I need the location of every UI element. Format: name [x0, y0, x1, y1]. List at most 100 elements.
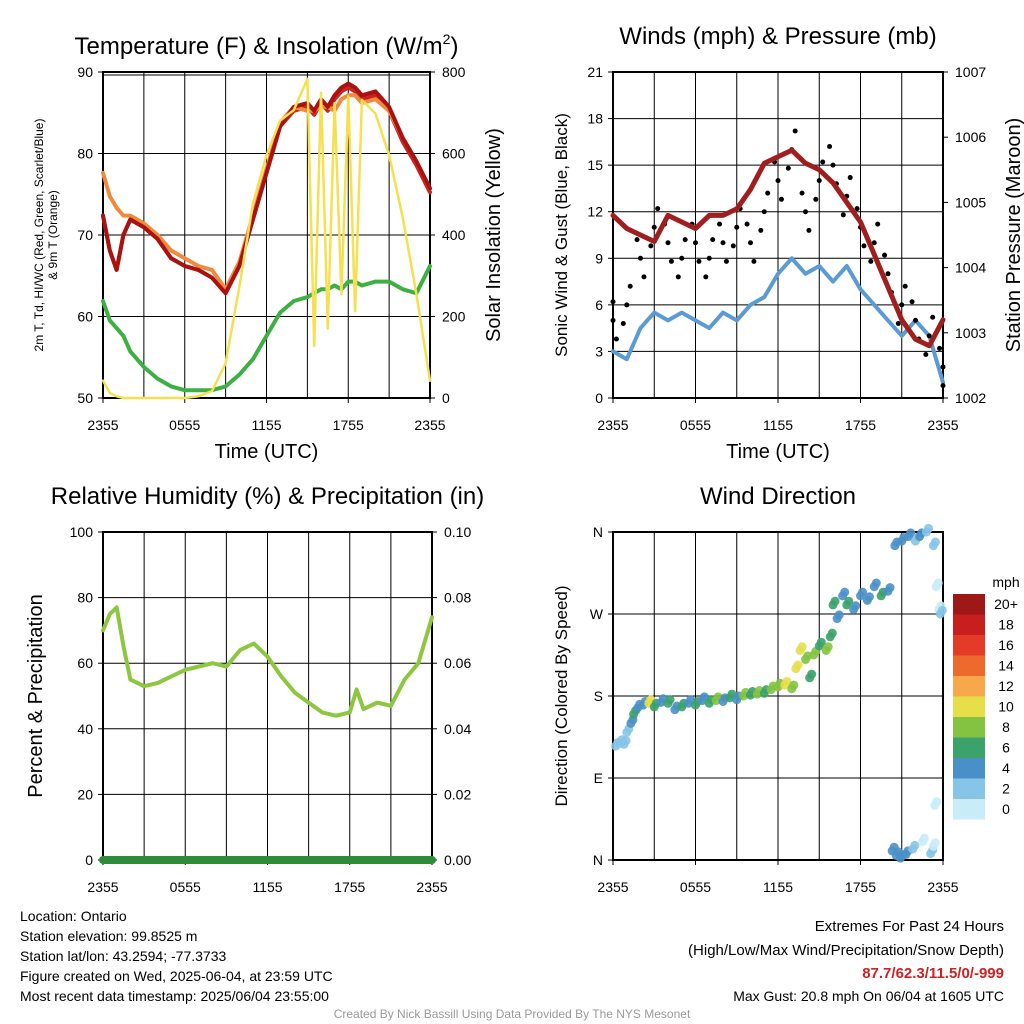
wind-gust-point	[847, 175, 853, 181]
rh-ylabel: Percent & Precipitation	[25, 594, 47, 797]
dir-frame	[612, 531, 944, 861]
wind-gust-point	[871, 240, 877, 246]
wind-gust-point	[803, 209, 808, 215]
rh-y2tick-label: 0.00	[444, 852, 471, 868]
rh-xtick-label: 0555	[170, 879, 201, 895]
rh-xtick-label: 2355	[87, 879, 118, 895]
temp-ylabel: 2m T, Td, HI/WC (Red, Green, Scarlet/Blu…	[32, 119, 46, 352]
rh-ytick-label: 100	[70, 524, 94, 540]
legend-swatch	[953, 614, 985, 635]
direction-point	[864, 592, 874, 602]
rh-series-rh	[101, 605, 434, 718]
dir-ytick-label: S	[594, 688, 603, 704]
wind-gust-point	[610, 299, 616, 305]
wind-ytick-label: 6	[595, 297, 603, 313]
legend-label: 18	[998, 617, 1014, 633]
footer-elevation: Station elevation: 99.8525 m	[20, 928, 198, 944]
rh-xtick-label: 2355	[416, 879, 447, 895]
wind-gust-point	[913, 317, 918, 323]
direction-point	[797, 642, 807, 652]
wind-gust-point	[882, 252, 888, 258]
temp-y2tick-label: 200	[442, 309, 466, 325]
wind-gust-point	[909, 299, 915, 305]
rh-title: Relative Humidity (%) & Precipitation (i…	[51, 483, 484, 510]
dir-xtick-label: 1155	[763, 879, 793, 895]
legend-swatch	[953, 778, 985, 799]
legend-label: 2	[1002, 781, 1010, 797]
dir-xtick-label: 1755	[845, 879, 876, 895]
wind-gust-point	[744, 221, 750, 227]
temp-y2tick-label: 800	[442, 64, 466, 80]
wind-ylabel: Sonic Wind & Gust (Blue, Black)	[552, 113, 571, 357]
direction-point	[871, 578, 881, 588]
rh-ytick-label: 80	[77, 590, 93, 606]
direction-point	[830, 596, 840, 606]
rh-xtick-label: 1155	[252, 879, 282, 895]
temp-series-solar	[101, 77, 432, 400]
temp-xtick-label: 0555	[169, 417, 200, 433]
legend-swatch	[953, 737, 985, 758]
wind-xtick-label: 2355	[927, 417, 958, 433]
direction-point	[933, 578, 943, 588]
direction-point	[851, 601, 861, 611]
rh-y2tick-label: 0.10	[444, 524, 471, 540]
direction-point	[906, 528, 916, 538]
direction-point	[885, 583, 895, 593]
temp-series-hiwc	[101, 81, 432, 296]
rh-ytick-label: 60	[77, 655, 93, 671]
wind-gust-point	[710, 237, 716, 243]
rh-y2tick-label: 0.02	[444, 786, 471, 802]
extremes-subtitle: (High/Low/Max Wind/Precipitation/Snow De…	[688, 942, 1004, 959]
wind-gust-point	[775, 178, 781, 184]
wind-ytick-label: 9	[595, 250, 603, 266]
temp-xtick-label: 2355	[414, 417, 445, 433]
dir-title: Wind Direction	[700, 483, 856, 510]
wind-gust-point	[634, 237, 640, 243]
wind-gust-point	[854, 206, 860, 212]
temp-y2tick-label: 400	[442, 227, 466, 243]
legend-title: mph	[992, 574, 1019, 590]
wind-gust-point	[624, 302, 630, 308]
wind-gust-point	[638, 255, 643, 261]
wind-gust-point	[655, 206, 661, 212]
legend-swatch	[953, 696, 985, 717]
wind-gust-point	[668, 258, 674, 264]
wind-gust-point	[641, 274, 647, 280]
wind-ytick-label: 12	[587, 204, 603, 220]
rh-ytick-label: 40	[77, 721, 93, 737]
wind-gust-point	[816, 178, 822, 184]
wind-gust-point	[806, 227, 812, 233]
wind-ytick-label: 15	[587, 157, 603, 173]
footer-latlon: Station lat/lon: 43.2594; -77.3733	[20, 948, 227, 964]
legend-label: 12	[998, 678, 1014, 694]
dir-xtick-label: 2355	[597, 879, 628, 895]
wind-gust-point	[937, 345, 943, 351]
wind-gust-point	[930, 314, 936, 320]
wind-gust-point	[748, 240, 753, 246]
wind-gust-point	[885, 271, 891, 277]
wind-y2label: Station Pressure (Maroon)	[1003, 118, 1024, 353]
direction-point	[844, 596, 854, 606]
direction-point	[823, 642, 833, 652]
rh-y2tick-label: 0.04	[444, 721, 471, 737]
legend-label: 6	[1002, 740, 1010, 756]
wind-y2tick-label: 1006	[955, 129, 986, 145]
temp-y2tick-label: 0	[442, 390, 450, 406]
temp-ytick-label: 50	[77, 390, 93, 406]
legend-swatch	[953, 676, 985, 697]
wind-gust-point	[899, 302, 905, 308]
wind-gust-point	[696, 258, 702, 264]
wind-gust-point	[613, 336, 619, 342]
wind-y2tick-label: 1002	[955, 390, 986, 406]
dir-xtick-label: 0555	[680, 879, 711, 895]
wind-gust-point	[758, 227, 764, 233]
legend-label: 10	[998, 699, 1014, 715]
legend-label: 0	[1002, 801, 1010, 817]
legend-swatch	[953, 635, 985, 656]
footer-recent: Most recent data timestamp: 2025/06/04 2…	[20, 988, 329, 1004]
direction-point	[932, 797, 942, 807]
temp-y2tick-label: 600	[442, 146, 466, 162]
temp-y2label: Solar Insolation (Yellow)	[483, 128, 505, 342]
direction-point	[919, 833, 929, 843]
